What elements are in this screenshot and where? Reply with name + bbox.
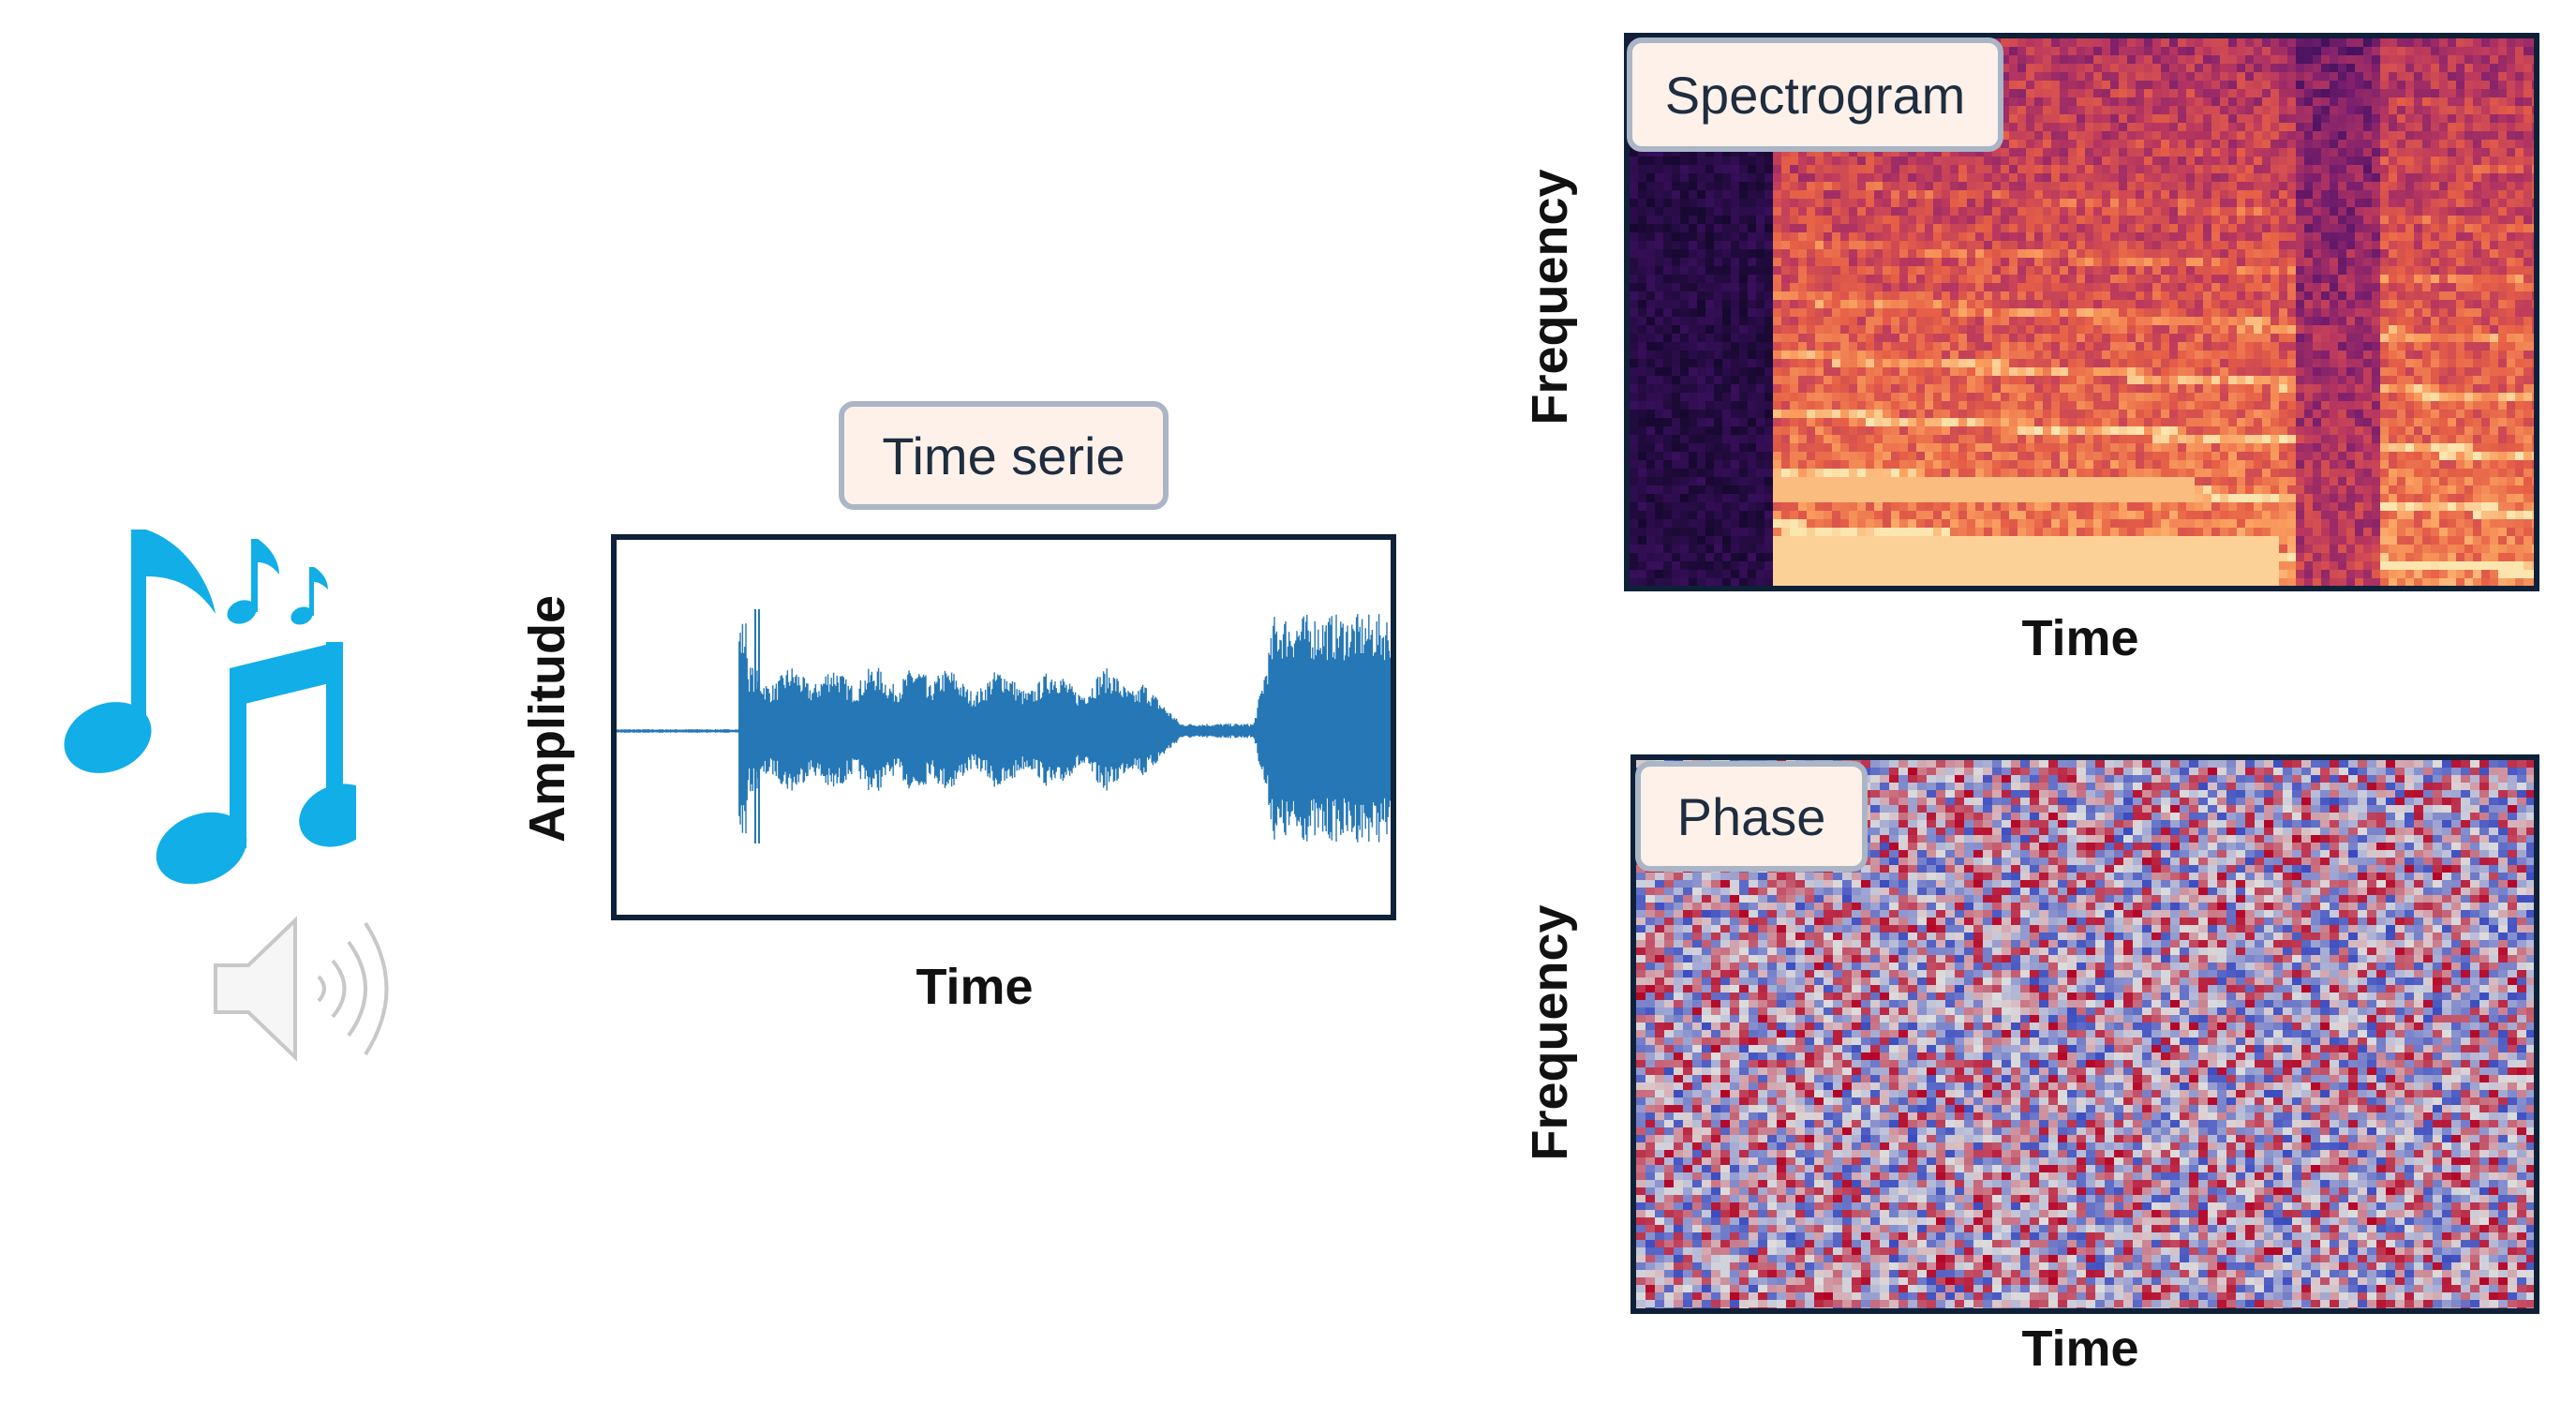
phase-plot (1630, 754, 2539, 1314)
waveform-trace (617, 614, 1391, 843)
time-series-y-axis-label: Amplitude (519, 595, 575, 843)
music-notes-icon (56, 511, 356, 886)
phase-x-axis-label: Time (2021, 1321, 2139, 1377)
spectrogram-label: Spectrogram (1627, 37, 2003, 152)
spectrogram-y-axis-label: Frequency (1522, 169, 1578, 425)
phase-texture (1636, 760, 2534, 1308)
time-serie-label: Time serie (839, 401, 1169, 510)
phase-label: Phase (1635, 761, 1868, 872)
spectrogram-x-axis-label: Time (2021, 610, 2139, 666)
speaker-icon (206, 900, 422, 1078)
time-series-x-axis-label: Time (916, 959, 1034, 1015)
phase-y-axis-label: Frequency (1522, 904, 1578, 1161)
waveform-plot (611, 534, 1396, 920)
